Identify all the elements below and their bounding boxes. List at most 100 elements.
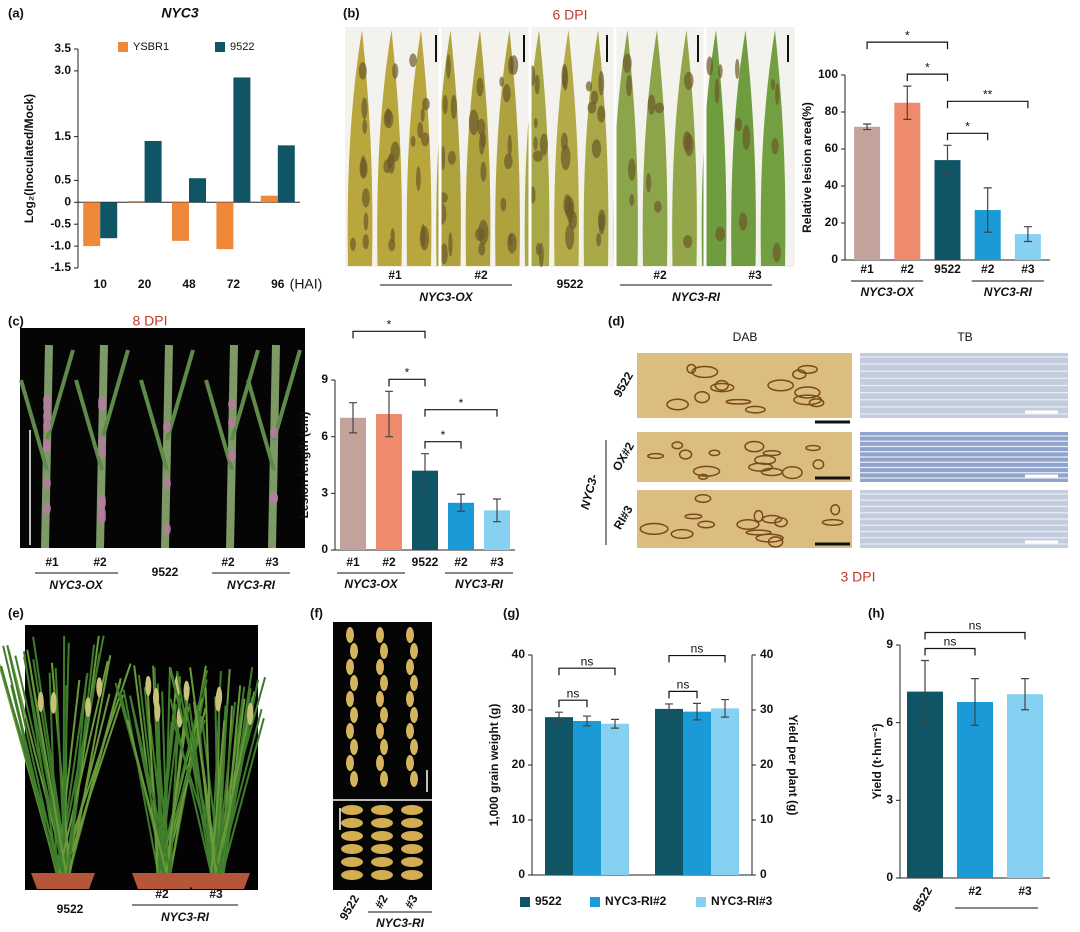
stain: [767, 379, 795, 392]
x-tick-label: #2: [981, 262, 995, 276]
tiller: [67, 677, 122, 874]
stain: [794, 386, 821, 399]
panel-label: (h): [868, 605, 885, 620]
x-tick-label: #2: [454, 555, 468, 569]
x-axis-label: (HAI): [290, 276, 323, 292]
lesion: [499, 76, 504, 87]
lesion: [598, 213, 605, 235]
photo-title: 6 DPI: [552, 7, 587, 23]
pot: [31, 873, 95, 889]
lesion: [98, 446, 106, 459]
lesion: [509, 55, 519, 75]
lesion: [684, 71, 694, 90]
stain: [670, 528, 694, 540]
lesion: [447, 150, 456, 165]
bar: [100, 202, 118, 239]
tiller: [126, 719, 168, 874]
group-label: NYC3-OX: [344, 577, 398, 591]
stain: [694, 494, 712, 503]
x-tick-label: #1: [860, 262, 874, 276]
significance-label: *: [905, 28, 910, 42]
photo-label: #2: [474, 268, 488, 282]
x-tick-label: #2: [968, 884, 982, 898]
lesion: [441, 145, 446, 171]
y-tick-label: 3: [886, 793, 893, 807]
lesion: [387, 152, 395, 174]
stain: [793, 394, 823, 406]
lesion: [718, 64, 723, 79]
lesion: [419, 225, 430, 251]
lesion: [626, 74, 633, 97]
lesion: [591, 139, 602, 159]
lesion: [228, 398, 236, 411]
tiller: [157, 669, 209, 874]
lesion: [622, 53, 632, 73]
stain: [736, 519, 760, 530]
lesion: [388, 238, 396, 252]
leaf: [100, 349, 130, 441]
y-tick-label: 20: [825, 215, 839, 229]
y-tick-label: -1.5: [50, 260, 71, 274]
significance-label: ns: [944, 635, 957, 649]
bar: [601, 723, 629, 875]
grain: [346, 691, 354, 707]
panicle: [154, 701, 161, 722]
significance-label: *: [459, 396, 464, 410]
lesion: [585, 81, 593, 92]
lesion: [534, 74, 540, 95]
lesion: [478, 242, 486, 256]
significance-label: **: [983, 87, 993, 101]
tiller: [214, 696, 220, 874]
error-bar: [1021, 678, 1029, 711]
grain: [350, 675, 358, 691]
grain: [380, 675, 388, 691]
y-tick-label: 10: [512, 812, 526, 826]
error-bar: [721, 698, 729, 718]
grain: [376, 627, 384, 643]
bar: [144, 140, 162, 203]
grain: [410, 739, 418, 755]
lesion: [654, 200, 662, 213]
x-tick-label: 10: [94, 277, 108, 291]
photo-label: #2: [372, 892, 391, 911]
lesion: [654, 102, 665, 114]
lesion: [163, 523, 171, 536]
y-axis-label: Yield (t·hm⁻²): [870, 724, 884, 800]
lesion: [590, 90, 599, 105]
panicle: [183, 680, 190, 701]
tiller: [62, 635, 66, 874]
grain: [376, 723, 384, 739]
lesion: [350, 237, 356, 251]
bar: [233, 77, 251, 203]
grain: [401, 831, 423, 841]
lesion: [742, 124, 751, 151]
stain: [684, 513, 703, 520]
stain: [678, 449, 693, 460]
chart-title: NYC3: [161, 5, 199, 21]
grain: [380, 707, 388, 723]
legend-label: NYC3-RI#3: [711, 894, 773, 908]
leaf: [246, 379, 276, 471]
significance-bracket: [668, 654, 726, 663]
y-axis-label: Lesion length (cm): [297, 412, 311, 519]
significance-bracket: [866, 41, 949, 50]
x-tick-label: 9522: [412, 555, 439, 569]
group-label: NYC3-RI: [227, 578, 276, 592]
grain: [371, 870, 393, 880]
group-label: NYC3-OX: [419, 290, 473, 304]
photo-label: 9522: [337, 892, 363, 922]
lesion: [43, 420, 51, 433]
stain: [709, 382, 735, 393]
bar: [957, 701, 993, 878]
stain: [708, 449, 721, 457]
grain: [341, 870, 363, 880]
lesion: [538, 242, 544, 268]
panicle: [50, 692, 57, 713]
x-tick-label: #1: [346, 555, 360, 569]
photo-label: #1: [388, 268, 402, 282]
bar: [545, 717, 573, 875]
lesion: [358, 62, 367, 80]
lesion: [475, 227, 485, 242]
bar: [277, 145, 295, 203]
